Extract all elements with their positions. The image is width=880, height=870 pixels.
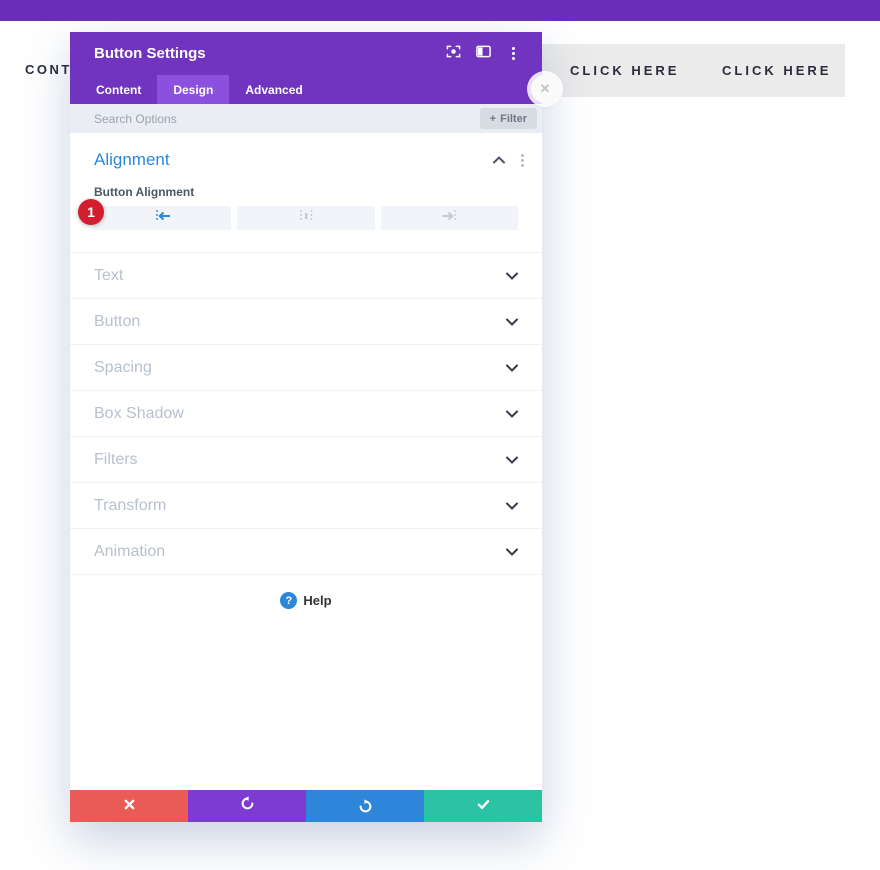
help-label: Help (303, 593, 332, 608)
redo-icon (358, 798, 373, 814)
section-transform-title: Transform (94, 496, 167, 514)
section-box-shadow[interactable]: Box Shadow (70, 390, 542, 436)
align-left-icon (149, 209, 177, 228)
plus-icon: + (489, 112, 497, 125)
chevron-down-icon (506, 313, 518, 331)
section-transform[interactable]: Transform (70, 482, 542, 528)
nav-menu-item[interactable]: CONTA (25, 62, 83, 77)
section-filters[interactable]: Filters (70, 436, 542, 482)
chevron-down-icon (506, 405, 518, 423)
section-text-title: Text (94, 266, 124, 284)
chevron-down-icon (506, 267, 518, 285)
section-animation-title: Animation (94, 542, 166, 560)
kebab-menu-icon (510, 45, 517, 62)
align-right-button[interactable] (380, 206, 518, 230)
align-center-button[interactable] (237, 206, 375, 230)
chevron-up-icon[interactable] (493, 151, 505, 169)
modal-header: Button Settings (70, 32, 542, 75)
chevron-down-icon (506, 543, 518, 561)
tab-content[interactable]: Content (96, 82, 142, 97)
section-options-icon[interactable] (519, 152, 526, 169)
help-row: ? Help (70, 574, 542, 609)
align-left-button[interactable] (94, 206, 232, 230)
filter-button-label: Filter (500, 112, 527, 125)
modal-footer (70, 790, 542, 822)
help-link[interactable]: ? Help (280, 592, 332, 609)
modal-content: Alignment Button Alignment (70, 133, 542, 790)
undo-icon (240, 796, 255, 816)
section-spacing-title: Spacing (94, 358, 152, 376)
search-input[interactable] (94, 111, 480, 126)
modal-options-button[interactable] (498, 39, 528, 69)
close-icon: ✕ (539, 81, 551, 96)
alignment-section-title[interactable]: Alignment (94, 150, 170, 169)
chevron-down-icon (506, 359, 518, 377)
annotation-badge-1: 1 (78, 199, 104, 225)
tab-design[interactable]: Design (157, 75, 230, 104)
align-center-icon (292, 209, 320, 228)
modal-tab-bar: Content Design Advanced (70, 75, 542, 104)
section-button-title: Button (94, 312, 141, 330)
section-spacing[interactable]: Spacing (70, 344, 542, 390)
tab-advanced[interactable]: Advanced (245, 82, 303, 97)
button-alignment-label: Button Alignment (94, 185, 195, 199)
preview-icon (446, 44, 461, 64)
undo-button[interactable] (188, 790, 306, 822)
split-view-icon (475, 45, 491, 63)
section-button[interactable]: Button (70, 298, 542, 344)
page-top-bar (0, 0, 880, 21)
section-box-shadow-title: Box Shadow (94, 404, 184, 422)
button-alignment-options (94, 206, 518, 252)
align-right-icon (435, 209, 463, 228)
search-bar: + Filter (70, 104, 542, 133)
help-question-icon: ? (280, 592, 298, 609)
alignment-section: Alignment Button Alignment (70, 133, 542, 252)
filter-button[interactable]: + Filter (479, 108, 537, 129)
section-animation[interactable]: Animation (70, 528, 542, 574)
save-button[interactable] (424, 790, 542, 822)
button-settings-modal: Button Settings (70, 32, 542, 822)
close-icon (124, 797, 135, 815)
modal-close-button[interactable]: ✕ (531, 75, 559, 103)
modal-title: Button Settings (94, 45, 206, 62)
redo-button[interactable] (306, 790, 424, 822)
discard-button[interactable] (70, 790, 188, 822)
click-here-button-1[interactable]: CLICK HERE (570, 63, 680, 78)
preview-toggle-button[interactable] (438, 39, 468, 69)
split-view-button[interactable] (468, 39, 498, 69)
chevron-down-icon (506, 497, 518, 515)
section-text[interactable]: Text (70, 252, 542, 298)
check-icon (477, 797, 490, 815)
section-filters-title: Filters (94, 450, 138, 468)
chevron-down-icon (506, 451, 518, 469)
click-here-button-2[interactable]: CLICK HERE (722, 63, 832, 78)
